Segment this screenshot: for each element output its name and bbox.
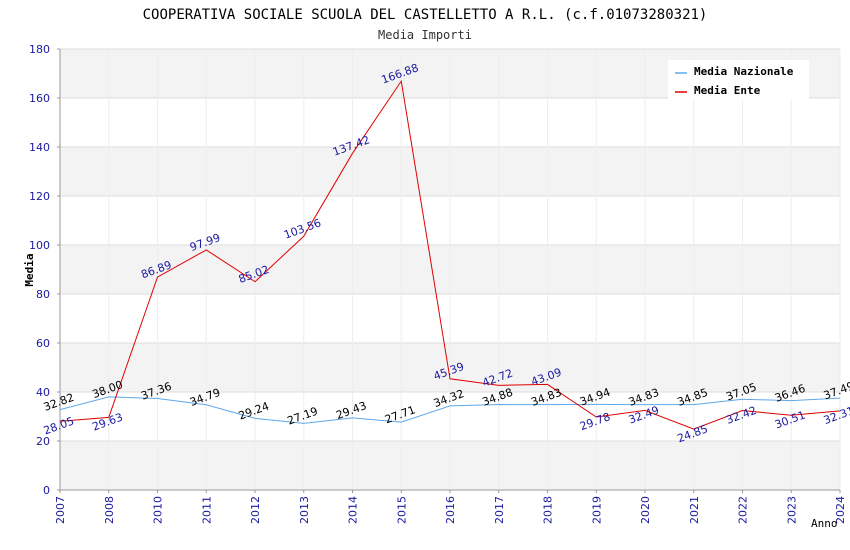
x-tick-label: 2017: [493, 496, 506, 524]
x-tick-label: 2021: [688, 496, 701, 524]
y-axis-label: Media: [23, 253, 36, 286]
x-axis-label: Anno: [811, 517, 838, 530]
x-tick-label: 2013: [298, 496, 311, 524]
series-line-media-nazionale: [59, 396, 841, 424]
chart-title: COOPERATIVA SOCIALE SCUOLA DEL CASTELLET…: [143, 7, 708, 23]
y-tick-label: 20: [36, 435, 50, 448]
y-tick-label: 140: [29, 141, 50, 154]
y-tick-label: 160: [29, 92, 50, 105]
x-tick-label: 2007: [54, 496, 67, 524]
y-tick-label: 60: [36, 337, 50, 350]
chart-subtitle: Media Importi: [378, 28, 472, 42]
legend-label-media-ente: Media Ente: [694, 84, 761, 97]
x-tick-label: 2022: [737, 496, 750, 524]
y-axis-ticks: 0 20 40 60 80 100 120 140 160 180: [29, 43, 60, 497]
legend-box: [668, 60, 809, 100]
x-tick-label: 2019: [590, 496, 603, 524]
x-axis-ticks: 2007 2008 2010 2011 2012 2013 2014 2015 2016 2017…: [54, 490, 847, 524]
y-tick-label: 100: [29, 239, 50, 252]
x-tick-label: 2011: [200, 496, 213, 524]
y-tick-label: 80: [36, 288, 50, 301]
y-tick-label: 120: [29, 190, 50, 203]
series-lines: [59, 79, 841, 430]
x-tick-label: 2010: [152, 496, 165, 524]
x-tick-label: 2023: [785, 496, 798, 524]
x-tick-label: 2012: [249, 496, 262, 524]
x-tick-label: 2014: [347, 496, 360, 524]
x-tick-label: 2015: [395, 496, 408, 524]
x-tick-label: 2020: [639, 496, 652, 524]
y-tick-label: 180: [29, 43, 50, 56]
legend: Media Nazionale Media Ente: [668, 60, 809, 100]
y-tick-label: 0: [43, 484, 50, 497]
legend-label-media-nazionale: Media Nazionale: [694, 65, 794, 78]
y-tick-label: 40: [36, 386, 50, 399]
series-line-media-ente: [59, 79, 841, 430]
x-tick-label: 2016: [444, 496, 457, 524]
x-tick-label: 2024: [834, 496, 847, 524]
x-tick-label: 2018: [542, 496, 555, 524]
x-tick-label: 2008: [103, 496, 116, 524]
